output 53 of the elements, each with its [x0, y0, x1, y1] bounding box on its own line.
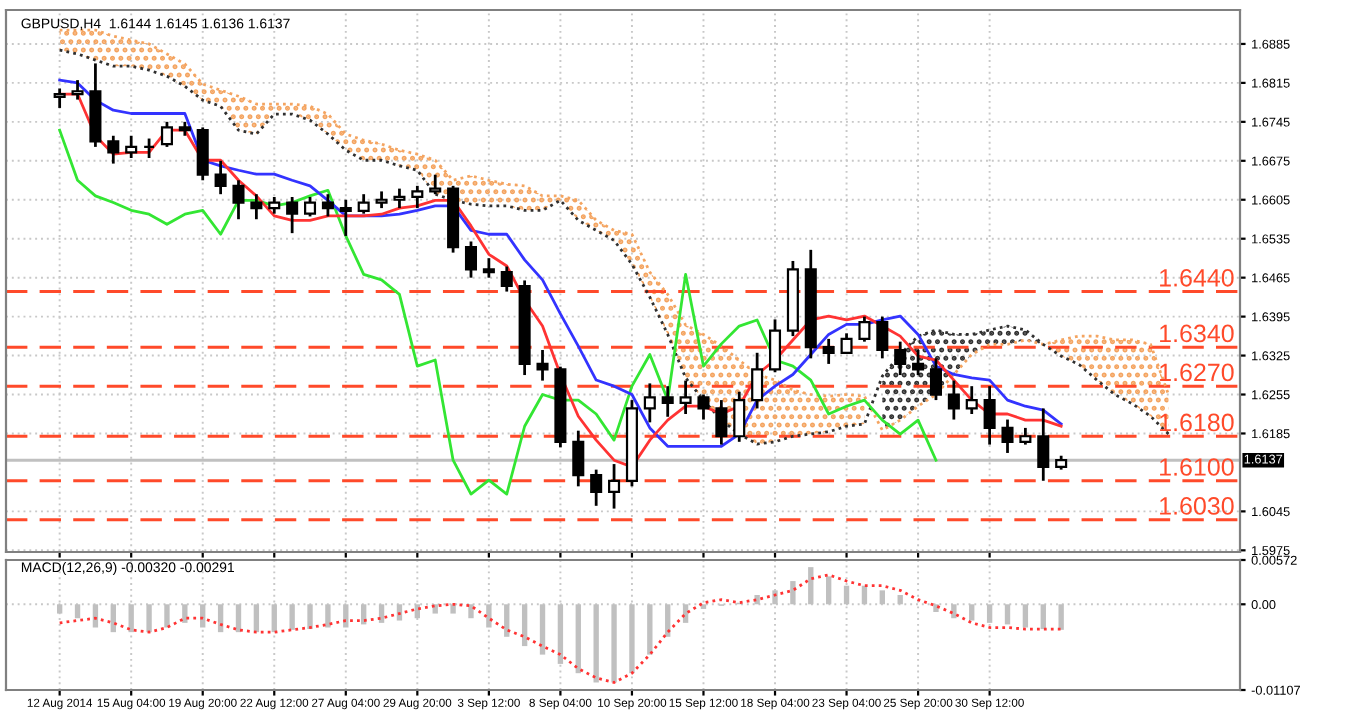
- ref-line-label: 1.6180: [1160, 413, 1234, 432]
- candlestick: [1037, 407, 1050, 483]
- ref-line-label: 1.6030: [1160, 497, 1234, 515]
- ref-line-label: 1.6100: [1160, 458, 1234, 476]
- candlestick: [929, 356, 942, 402]
- ref-line-label: 1.6340: [1160, 324, 1234, 343]
- candlestick: [751, 351, 764, 410]
- ref-line-label: 1.6440: [1160, 268, 1234, 287]
- candlestick: [768, 318, 782, 374]
- line-series: [58, 573, 1063, 684]
- candlestick: [679, 379, 692, 416]
- candlestick: [250, 192, 263, 221]
- candlestick: [143, 137, 156, 160]
- ref-line-label: 1.6270: [1160, 363, 1234, 382]
- candlestick: [464, 240, 478, 280]
- candlestick: [482, 256, 495, 280]
- candlestick: [107, 134, 120, 165]
- candlestick: [947, 379, 960, 421]
- candlestick: [858, 315, 871, 344]
- candlestick: [590, 468, 603, 508]
- candlestick: [357, 192, 370, 216]
- candlestick: [160, 120, 173, 149]
- candlestick: [196, 126, 209, 182]
- candlestick: [840, 331, 853, 355]
- candlestick: [536, 348, 549, 382]
- candlestick: [500, 265, 513, 293]
- candlestick: [1001, 418, 1014, 455]
- candlestick: [733, 390, 746, 444]
- line-series: [58, 128, 938, 496]
- candlestick: [643, 382, 656, 424]
- candlestick: [393, 187, 406, 210]
- candlestick: [125, 134, 138, 160]
- candlestick: [286, 195, 299, 235]
- candlestick: [411, 184, 424, 210]
- candlestick: [822, 337, 835, 366]
- candlestick: [572, 429, 585, 488]
- candlestick: [321, 192, 334, 218]
- candlestick: [339, 198, 352, 238]
- candlestick: [214, 159, 227, 196]
- candlestick: [965, 384, 978, 416]
- candlestick: [53, 87, 66, 110]
- candlestick: [71, 78, 84, 101]
- candlestick: [894, 340, 907, 377]
- candlestick: [232, 178, 245, 221]
- candlestick: [661, 384, 674, 419]
- candlestick: [608, 462, 621, 510]
- candlestick: [429, 173, 442, 196]
- candlestick: [697, 393, 710, 421]
- candlestick: [715, 398, 728, 446]
- candlestick: [876, 315, 889, 360]
- candlestick: [983, 384, 996, 446]
- candlestick: [912, 348, 925, 377]
- candlestick: [304, 195, 317, 218]
